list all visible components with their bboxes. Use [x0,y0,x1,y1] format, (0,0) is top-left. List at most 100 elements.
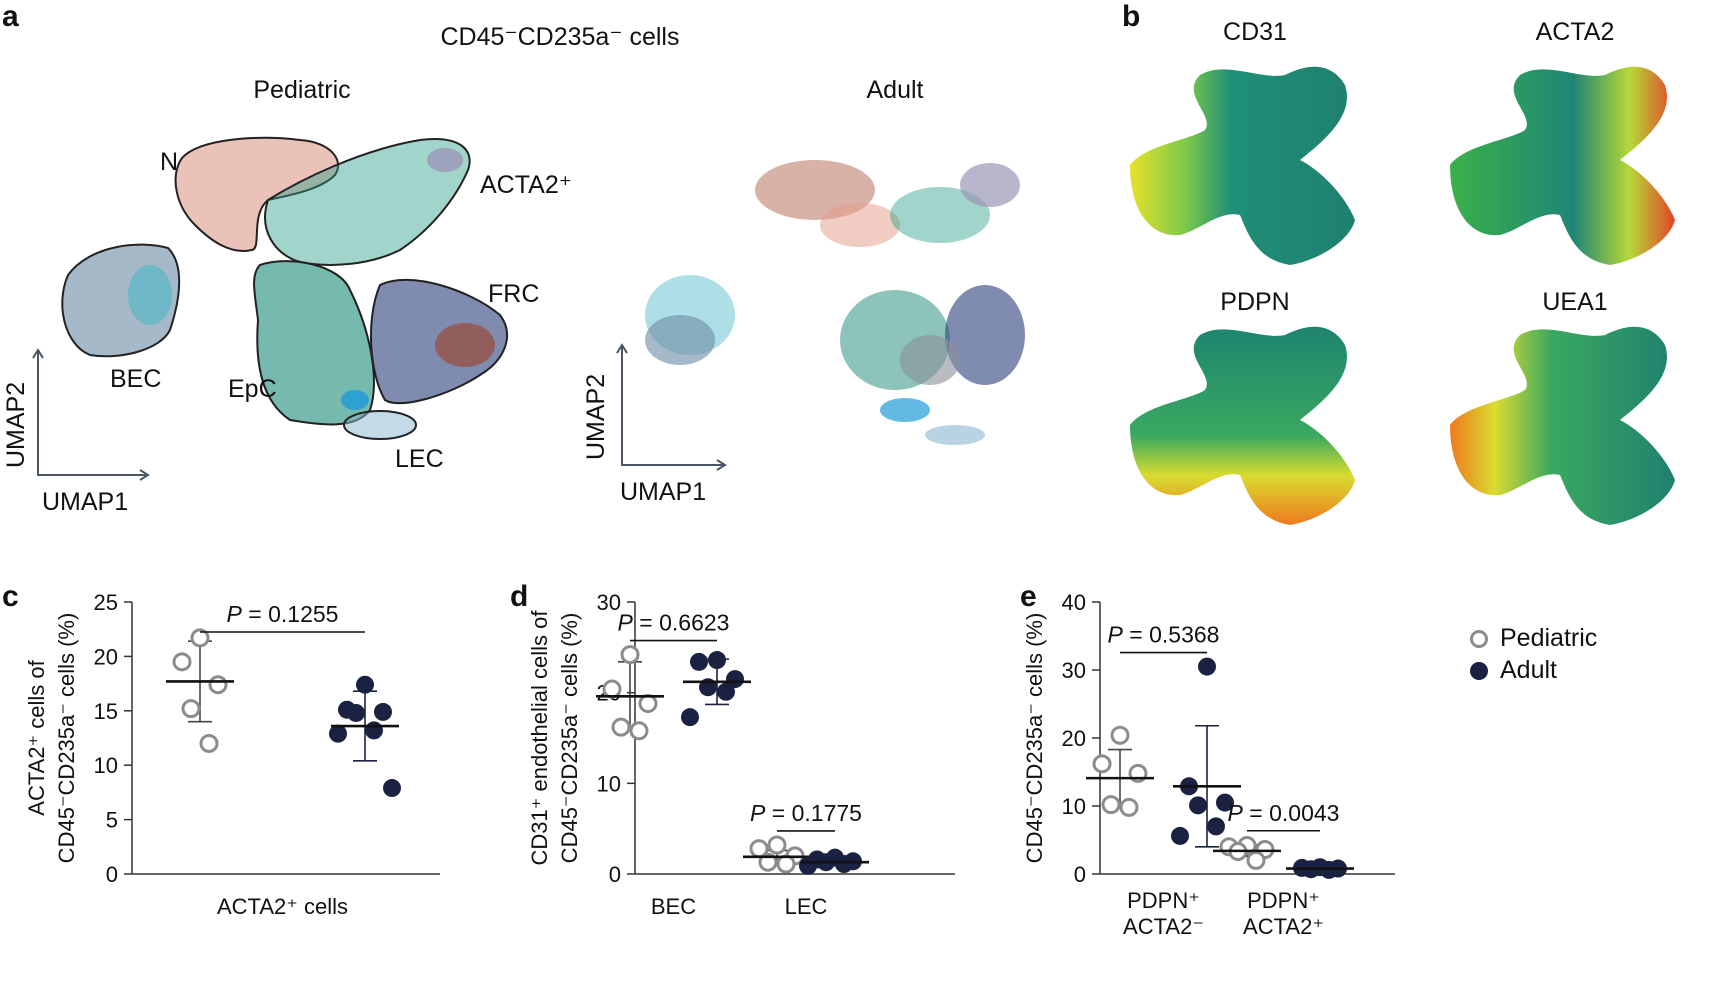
adult-axis-y-label: UMAP2 [582,373,610,460]
panel-letter-e: e [1020,580,1037,613]
adult-point [717,682,735,701]
chart-d: 0102030CD31⁺ endothelial cells ofCD45⁻CD… [527,590,955,919]
adult-point [1189,796,1207,815]
feature-plot-acta2 [1450,66,1675,265]
legend-adult: Adult [1470,656,1557,685]
chart-e: 0 10 20 30 40 PDPN⁺ FRCs of CD45⁻CD235a⁻ cells… [1015,590,1395,939]
category-label: PDPN⁺ [1247,888,1320,913]
p-value-label: P = 0.0043 [1228,800,1340,826]
pediatric-point [629,721,649,741]
y-tick-label: 10 [1062,794,1086,819]
pediatric-point [1246,850,1266,870]
y-tick-label: 25 [94,590,118,615]
adult-point [708,651,726,670]
marker-label-acta2: ACTA2 [1535,18,1615,46]
adult-title: Adult [866,76,924,104]
category-label: BEC [651,894,696,919]
adult-point [374,702,392,721]
y-tick-label: 40 [1062,590,1086,615]
adult-point [835,855,853,874]
y-axis-label: PDPN⁺ FRCs of [1015,657,1017,817]
p-value-label: P = 0.6623 [618,610,730,636]
adult-point [690,652,708,671]
cluster-bec-cyan [128,265,172,325]
adult-point [799,856,817,875]
adult-point [365,721,383,740]
category-label: ACTA2⁺ cells [217,894,348,919]
adult-cluster-salmon [820,203,900,247]
pediatric-point [767,835,787,855]
pediatric-axis-x-arrow [139,469,150,481]
cluster-label-frc: FRC [488,280,540,308]
adult-axis-x-label: UMAP1 [620,478,707,506]
umap-figure [32,66,1675,525]
panel-letter-c: c [2,580,19,613]
panel-letter-d: d [510,580,529,613]
feature-shape [1130,66,1355,265]
y-tick-label: 30 [597,590,621,615]
adult-cluster-lec [925,425,985,445]
pediatric-point [190,628,210,648]
adult-point [347,703,365,722]
adult-point [1216,793,1234,812]
adult-point [383,779,401,798]
cluster-label-acta2: ACTA2⁺ [480,171,572,199]
cluster-label-bec: BEC [110,365,162,393]
y-tick-label: 10 [597,771,621,796]
pediatric-point [1101,795,1121,815]
y-tick-label: 0 [106,862,118,887]
panel-letter-a: a [2,0,19,33]
adult-point [329,724,347,743]
y-axis-label: ACTA2⁺ cells of [24,659,49,815]
panel-a-title: CD45⁻CD235a⁻ cells [440,23,680,51]
pediatric-axis-y-arrow [32,348,44,359]
adult-cluster-bec-steel [645,315,715,365]
cluster-epc-cyan [341,390,369,410]
category-label: ACTA2⁺ [1243,914,1324,939]
y-tick-label: 30 [1062,658,1086,683]
pediatric-point [638,694,658,714]
adult-point [1171,826,1189,845]
marker-label-cd31: CD31 [1223,18,1287,46]
pediatric-point [611,717,631,737]
category-label: PDPN⁺ [1127,888,1200,913]
cluster-frc-brown [435,323,495,367]
adult-cluster-lavender [960,163,1020,207]
pediatric-point [208,675,228,695]
pediatric-point [776,854,796,874]
pediatric-umap-axes [37,350,148,476]
legend-pediatric-marker [1470,629,1488,648]
pediatric-point [181,699,201,719]
adult-umap-axes [621,345,725,466]
y-tick-label: 15 [94,699,118,724]
adult-umap [616,160,1025,471]
pediatric-point [1110,725,1130,745]
cluster-label-lec: LEC [395,445,444,473]
adult-point [1198,657,1216,676]
pediatric-title: Pediatric [253,76,351,104]
category-label: LEC [785,894,828,919]
legend-adult-marker [1470,661,1488,680]
cluster-label-n: N [160,148,179,176]
adult-cluster-frc [945,285,1025,385]
p-value-label: P = 0.1775 [750,800,862,826]
pediatric-point [1092,754,1112,774]
adult-point [356,675,374,694]
marker-label-uea1: UEA1 [1542,288,1608,316]
adult-axis-x-arrow [716,459,727,471]
pediatric-point [1119,797,1139,817]
pediatric-point [172,652,192,672]
adult-cluster-acta2 [890,187,990,243]
adult-point [726,670,744,689]
adult-point [681,708,699,727]
p-value-label: P = 0.5368 [1108,622,1220,648]
panel-letter-b: b [1122,0,1141,33]
y-axis-label: CD45⁻CD235a⁻ cells (%) [1022,613,1047,864]
pediatric-point [199,733,219,753]
y-axis-label: CD45⁻CD235a⁻ cells (%) [557,613,582,864]
category-label: ACTA2⁻ [1123,914,1204,939]
pediatric-axis-x-label: UMAP1 [42,488,129,516]
adult-point [1320,860,1338,879]
feature-plot-uea1 [1450,326,1675,525]
adult-cluster-grey [900,335,960,385]
